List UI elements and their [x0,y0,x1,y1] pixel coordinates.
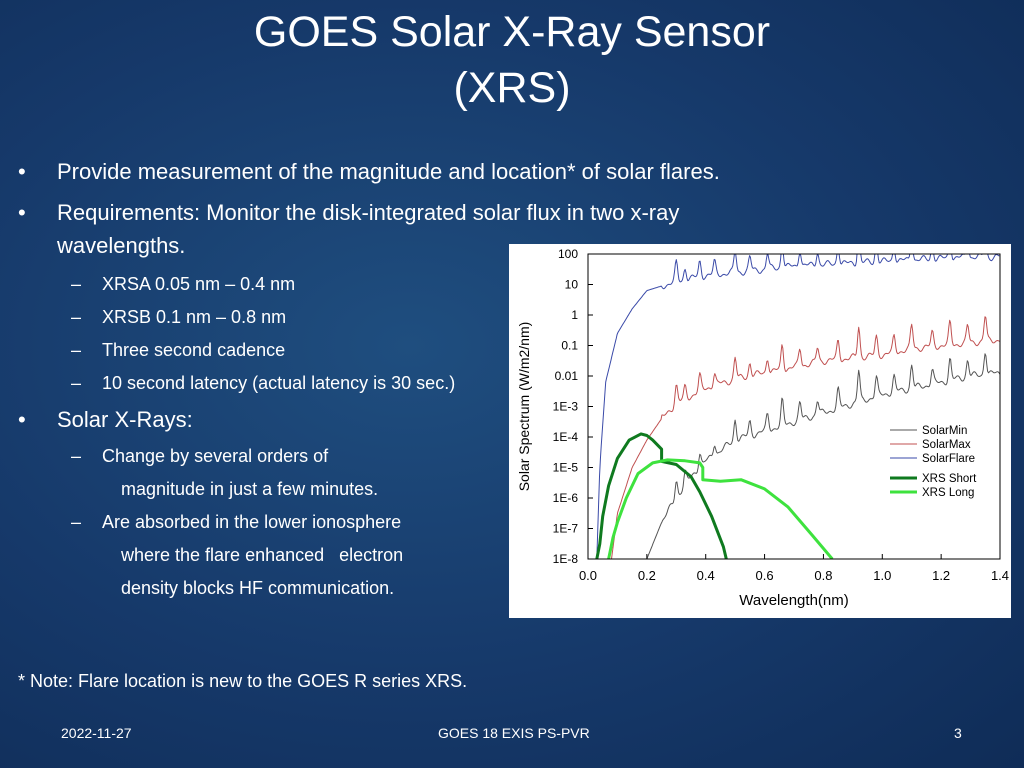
title-line-2: (XRS) [453,64,571,112]
y-tick-label: 1E-5 [553,461,579,475]
title-line-1: GOES Solar X-Ray Sensor [253,8,771,56]
footnote: * Note: Flare location is new to the GOE… [18,671,468,691]
x-tick-label: 1.4 [991,568,1009,583]
legend-label: XRS Short [922,473,977,485]
x-tick-label: 0.0 [579,568,597,583]
y-tick-label: 1E-3 [553,400,579,414]
x-tick-label: 0.2 [638,568,656,583]
bullet-marker: • [18,200,26,225]
sub-bullet-xrsa: XRSA 0.05 nm – 0.4 nm [102,274,296,294]
series-solarmin [646,353,1000,559]
x-tick-label: 1.0 [873,568,891,583]
spectrum-chart-svg: 0.0 0.2 0.4 0.6 0.8 1.0 1.2 1.4 100 10 1 0.1 0.01 1E-… [516,247,1009,609]
sub-bullet-cadence: Three second cadence [102,340,286,360]
sub-bullet-absorbed-line3: density blocks HF communication. [121,578,395,598]
legend-label: SolarMin [922,425,967,437]
y-tick-label: 1E-7 [553,522,579,536]
bullet-text: Provide measurement of the magnitude and… [57,159,720,184]
dash-marker: – [71,307,82,327]
dash-marker: – [71,373,82,393]
sub-bullet-xrsb: XRSB 0.1 nm – 0.8 nm [102,307,287,327]
x-tick-label: 1.2 [932,568,950,583]
dash-marker: – [71,274,82,294]
series-xrs-short [595,432,728,559]
footer-date: 2022-11-27 [61,725,132,741]
y-tick-label: 100 [558,247,578,261]
bullet-text: Requirements: Monitor the disk-integrate… [57,200,680,225]
slide-title: GOES Solar X-Ray Sensor (XRS) [0,4,1024,116]
y-tick-label: 1E-8 [553,552,579,566]
sub-bullet-latency: 10 second latency (actual latency is 30 … [102,373,456,393]
footer-page-number: 3 [954,725,962,741]
bullet-marker: • [18,407,26,432]
y-tick-label: 1 [571,308,578,322]
y-tick-label: 10 [565,278,579,292]
series-xrs-long [607,458,834,559]
sub-bullet-absorbed-line2: where the flare enhanced electron [121,545,404,565]
series-solarflare [596,254,1000,559]
footer-center: GOES 18 EXIS PS-PVR [438,725,590,741]
dash-marker: – [71,446,82,466]
legend-label: SolarFlare [922,453,975,465]
bullet-text: Solar X-Rays: [57,407,193,432]
sub-bullet-change-line1: Change by several orders of [102,446,329,466]
dash-marker: – [71,340,82,360]
y-axis-label: Solar Spectrum (W/m2/nm) [516,322,532,492]
spectrum-chart: 0.0 0.2 0.4 0.6 0.8 1.0 1.2 1.4 100 10 1 0.1 0.01 1E-… [509,244,1011,618]
y-tick-label: 0.1 [561,339,578,353]
sub-bullet-change-line2: magnitude in just a few minutes. [121,479,379,499]
legend-label: XRS Long [922,487,974,499]
x-axis-label: Wavelength(nm) [739,592,848,609]
x-tick-label: 0.4 [697,568,715,583]
y-tick-label: 1E-4 [553,430,579,444]
bullet-text: wavelengths. [57,233,186,258]
dash-marker: – [71,512,82,532]
bullet-marker: • [18,159,26,184]
sub-bullet-absorbed-line1: Are absorbed in the lower ionosphere [102,512,402,532]
y-tick-label: 1E-6 [553,491,579,505]
x-tick-label: 0.8 [814,568,832,583]
series-solarmax [611,316,1000,559]
x-tick-label: 0.6 [756,568,774,583]
y-tick-label: 0.01 [555,369,579,383]
legend-label: SolarMax [922,439,971,451]
